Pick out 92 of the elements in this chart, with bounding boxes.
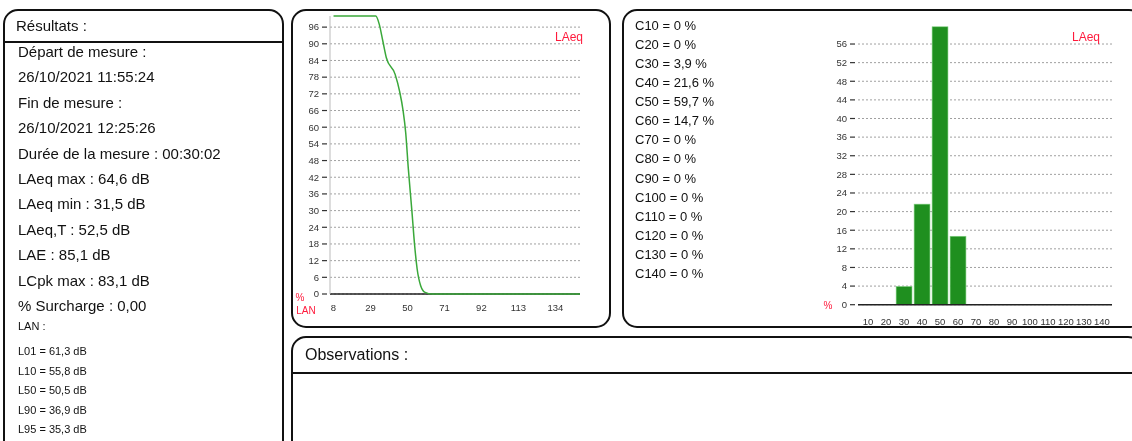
text: Durée de la mesure : 00:30:02 <box>18 144 221 162</box>
text: Fin de mesure : <box>18 93 123 111</box>
y-tick-label: 24 <box>836 187 847 199</box>
x-tick-label: 90 <box>1006 316 1018 327</box>
text: Résultats : <box>16 17 87 34</box>
y-tick-label: 84 <box>308 54 319 66</box>
text: C10 = 0 % <box>635 18 697 33</box>
y-tick-label: 44 <box>836 94 847 106</box>
text: % Surcharge : 0,00 <box>18 297 147 314</box>
text: C40 = 21,6 % <box>635 75 715 91</box>
y-tick-label: 60 <box>308 121 319 133</box>
y-tick-label: 4 <box>841 280 847 292</box>
y-tick-label: 32 <box>836 150 847 162</box>
x-tick-label: 20 <box>880 316 892 327</box>
y-axis-title: % <box>823 300 833 311</box>
y-tick-label: 30 <box>308 204 319 216</box>
x-tick-label: 120 <box>1058 316 1074 327</box>
text: C130 = 0 % <box>635 246 704 262</box>
chart-title: LAeq <box>1071 30 1100 44</box>
text: L95 = 35,3 dB <box>18 423 87 435</box>
x-tick-label: 110 <box>1040 316 1056 327</box>
text: C70 = 0 % <box>635 132 697 148</box>
y-tick-label: 12 <box>308 254 319 266</box>
y-tick-label: 18 <box>308 238 319 250</box>
x-tick-label: 8 <box>330 302 337 313</box>
y-axis-title: % <box>295 292 305 303</box>
x-tick-label: 40 <box>916 316 928 327</box>
text: LAeq max : 64,6 dB <box>18 170 150 187</box>
y-tick-label: 24 <box>308 221 319 233</box>
y-tick-label: 6 <box>313 271 319 283</box>
line-series <box>332 15 581 295</box>
x-tick-label: 50 <box>402 302 413 313</box>
y-tick-label: 56 <box>836 38 847 50</box>
x-tick-label: 60 <box>952 316 964 327</box>
text: 26/10/2021 12:25:26 <box>18 119 156 137</box>
text: L10 = 55,8 dB <box>18 364 87 377</box>
y-tick-label: 66 <box>308 104 319 116</box>
text: C60 = 14,7 % <box>635 113 715 129</box>
text: C30 = 3,9 % <box>635 56 708 72</box>
x-tick-label: 30 <box>898 316 910 327</box>
y-tick-label: 40 <box>836 112 847 124</box>
y-tick-label: 36 <box>308 188 319 200</box>
y-tick-label: 48 <box>836 75 847 87</box>
x-tick-label: 70 <box>970 316 982 327</box>
x-axis-title: LAN <box>296 305 316 316</box>
text: L90 = 36,9 dB <box>18 403 87 416</box>
text: LAeq <box>554 30 583 44</box>
x-tick-label: 130 <box>1076 316 1092 327</box>
x-tick-label: 100 <box>1022 316 1038 327</box>
text: C20 = 0 % <box>635 37 697 53</box>
text: LAE : 85,1 dB <box>18 246 111 264</box>
y-tick-label: 72 <box>308 88 319 100</box>
text: LAeq min : 31,5 dB <box>18 195 146 213</box>
x-tick-label: 71 <box>439 302 450 313</box>
y-tick-label: 52 <box>836 56 847 68</box>
y-tick-label: 78 <box>308 71 319 83</box>
text: C90 = 0 % <box>635 170 697 186</box>
text: C120 = 0 % <box>635 227 704 243</box>
y-tick-label: 20 <box>836 205 847 217</box>
text: Observations : <box>305 346 409 363</box>
x-tick-label: 134 <box>547 302 564 313</box>
y-tick-label: 8 <box>841 261 847 273</box>
y-tick-label: 0 <box>841 299 847 311</box>
text: L50 = 50,5 dB <box>18 384 87 396</box>
y-tick-label: 48 <box>308 154 319 166</box>
text: C140 = 0 % <box>635 265 704 281</box>
y-tick-label: 36 <box>836 131 847 143</box>
text: LCpk max : 83,1 dB <box>18 271 150 289</box>
x-tick-label: 80 <box>988 316 1000 327</box>
x-tick-label: 140 <box>1094 316 1110 327</box>
y-tick-label: 28 <box>836 168 847 180</box>
y-tick-label: 90 <box>308 38 319 50</box>
text: C110 = 0 % <box>635 208 703 224</box>
x-tick-label: 29 <box>365 302 376 313</box>
x-tick-label: 92 <box>476 302 487 313</box>
text: C100 = 0 % <box>635 189 704 205</box>
text: L01 = 61,3 dB <box>18 345 87 357</box>
y-tick-label: 96 <box>308 21 319 33</box>
y-tick-label: 42 <box>308 171 319 183</box>
x-tick-label: 50 <box>934 316 946 327</box>
y-tick-label: 12 <box>836 243 847 255</box>
y-tick-label: 0 <box>313 288 319 300</box>
text: 26/10/2021 11:55:24 <box>18 68 155 86</box>
text: C50 = 59,7 % <box>635 94 715 110</box>
text: LAeq,T : 52,5 dB <box>18 220 131 238</box>
y-tick-label: 16 <box>836 224 847 236</box>
text: C80 = 0 % <box>635 151 697 167</box>
text: LAN : <box>18 320 46 332</box>
x-tick-label: 10 <box>862 316 874 327</box>
text: Départ de mesure : <box>18 43 147 60</box>
y-tick-label: 54 <box>308 138 319 150</box>
x-tick-label: 113 <box>510 302 526 313</box>
